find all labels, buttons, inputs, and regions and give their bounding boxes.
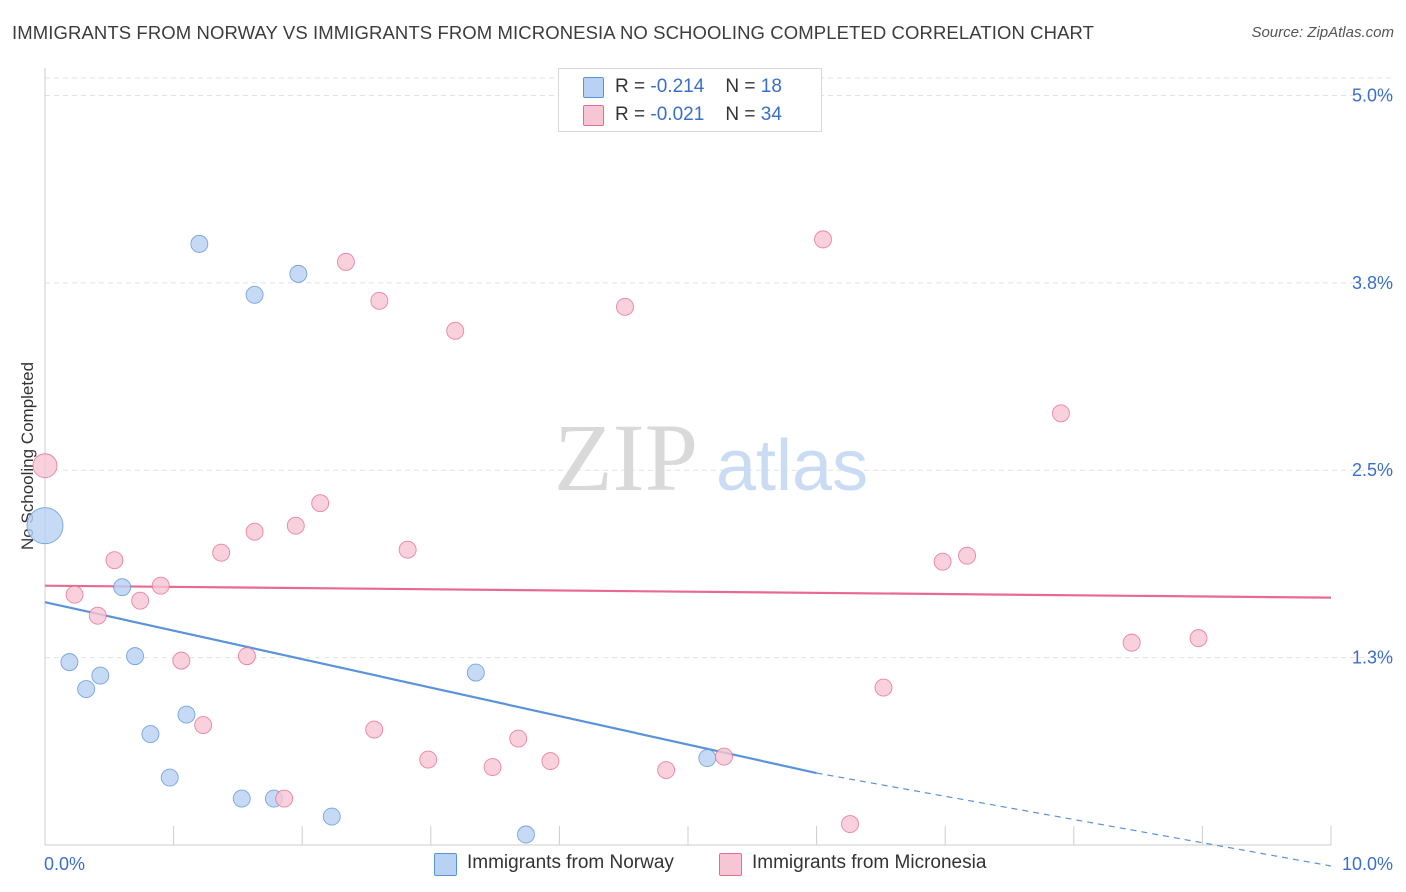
watermark-zip: ZIP — [554, 404, 698, 511]
norway-point — [113, 578, 132, 597]
micronesia-point — [1189, 629, 1208, 648]
norway-point — [160, 768, 179, 787]
norway-point — [26, 507, 64, 545]
micronesia-point — [88, 606, 107, 625]
r-value-norway: -0.214 — [650, 76, 705, 97]
micronesia-point — [212, 543, 231, 562]
n-value-micronesia: 34 — [760, 104, 782, 125]
norway-point — [322, 807, 341, 826]
micronesia-point — [311, 494, 330, 513]
micronesia-point — [814, 230, 832, 249]
norway-point — [77, 680, 96, 699]
micronesia-point — [483, 758, 502, 776]
trend-lines — [44, 584, 1332, 867]
micronesia-point — [65, 585, 84, 604]
y-tick-label: 1.3% — [1352, 648, 1393, 668]
norway-point — [91, 666, 110, 685]
norway-legend-label: Immigrants from Norway — [467, 852, 674, 873]
r-label: R = — [615, 76, 646, 97]
norway-point — [177, 705, 196, 724]
micronesia-point — [616, 297, 634, 316]
chart-title: IMMIGRANTS FROM NORWAY VS IMMIGRANTS FRO… — [12, 22, 1095, 43]
norway-point — [60, 653, 79, 672]
micronesia-point — [657, 761, 676, 779]
micronesia-point — [541, 752, 560, 771]
norway-legend-swatch — [434, 853, 457, 876]
correlation-legend: R = -0.214 N = 18 R = -0.021 N = 34 — [558, 68, 822, 132]
micronesia-point — [275, 789, 294, 808]
legend-text-micronesia: R = -0.021 N = 34 — [615, 104, 782, 126]
norway-point — [289, 264, 308, 283]
legend-text-norway: R = -0.214 N = 18 — [615, 76, 782, 98]
micronesia-legend-label: Immigrants from Micronesia — [752, 852, 987, 873]
micronesia-point — [245, 522, 264, 541]
micronesia-point — [131, 591, 150, 610]
y-tick-label: 3.8% — [1352, 273, 1393, 293]
micronesia-point — [105, 551, 124, 570]
norway-point — [245, 285, 264, 304]
micronesia-point — [237, 647, 256, 666]
source-label: Source: ZipAtlas.com — [1251, 24, 1394, 41]
y-tick-label: 2.5% — [1352, 460, 1393, 480]
micronesia-point — [1122, 633, 1141, 652]
data-points — [26, 230, 1208, 844]
micronesia-swatch — [583, 105, 604, 126]
micronesia-point — [1051, 404, 1070, 423]
norway-point — [698, 749, 717, 768]
norway-point — [141, 725, 160, 744]
norway-point — [190, 234, 209, 253]
micronesia-point — [286, 516, 305, 535]
watermark-atlas: atlas — [716, 426, 868, 506]
micronesia-point — [172, 651, 191, 670]
micronesia-point — [194, 716, 213, 735]
n-label: N = — [725, 104, 756, 125]
micronesia-point — [370, 291, 389, 310]
r-value-micronesia: -0.021 — [650, 104, 705, 125]
micronesia-point — [841, 815, 859, 833]
micronesia-point — [419, 750, 438, 769]
micronesia-point — [933, 552, 952, 571]
norway-swatch — [583, 77, 604, 98]
micronesia-point — [365, 720, 384, 739]
micronesia-point — [32, 453, 58, 479]
norway-point — [517, 825, 535, 844]
tick-labels: 1.3% 2.5% 3.8% 5.0% 0.0% 10.0% — [44, 85, 1393, 874]
norway-point — [232, 789, 251, 808]
x-tick-label-max: 10.0% — [1342, 854, 1393, 874]
n-value-norway: 18 — [760, 76, 782, 97]
micronesia-point — [509, 729, 528, 748]
micronesia-point — [874, 678, 893, 697]
trend-line-norway — [44, 601, 817, 775]
x-tick-label-min: 0.0% — [44, 854, 85, 874]
micronesia-point — [446, 321, 465, 340]
micronesia-point — [958, 546, 977, 565]
n-label: N = — [725, 76, 756, 97]
trend-line-micronesia — [44, 584, 1332, 599]
micronesia-point — [398, 540, 417, 559]
y-tick-label: 5.0% — [1352, 85, 1393, 105]
watermark: ZIP atlas — [554, 404, 868, 511]
micronesia-point — [336, 252, 355, 271]
micronesia-point — [151, 576, 170, 595]
norway-point — [126, 647, 144, 666]
norway-point — [466, 663, 485, 682]
micronesia-point — [715, 747, 733, 766]
gridlines — [45, 77, 1393, 659]
micronesia-legend-swatch — [719, 853, 742, 876]
r-label: R = — [615, 104, 646, 125]
